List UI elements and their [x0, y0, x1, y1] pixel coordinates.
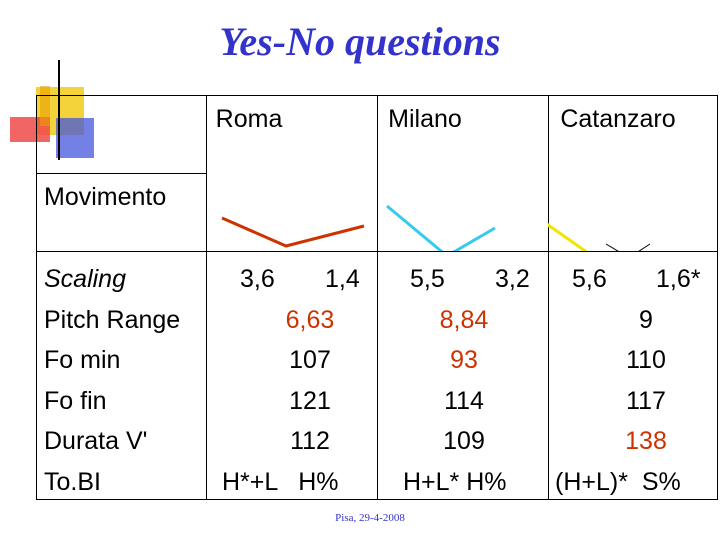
scaling-roma-end: 1,4 [325, 265, 360, 293]
scaling-milano-end: 3,2 [495, 265, 530, 293]
scaling-roma-start: 3,6 [240, 265, 275, 293]
scaling-milano-start: 5,5 [410, 265, 445, 293]
scaling-catanzaro-start: 5,6 [572, 265, 607, 293]
fo-min-roma: 107 [289, 346, 331, 374]
footer-date: Pisa, 29-4-2008 [335, 512, 405, 524]
column-header-catanzaro: Catanzaro [560, 105, 676, 133]
fo-min-milano: 93 [450, 346, 478, 374]
row-label-pitch-range: Pitch Range [44, 306, 181, 334]
fo-min-catanzaro: 110 [626, 346, 666, 374]
scaling-catanzaro-end: 1,6* [656, 265, 701, 293]
pitch-range-roma: 6,63 [285, 306, 335, 334]
tobi-milano: H+L* H% [403, 468, 507, 496]
tobi-catanzaro: (H+L)* S% [555, 468, 681, 496]
row-label-scaling: Scaling [44, 265, 126, 293]
row-label-fo-fin: Fo fin [44, 387, 107, 415]
column-header-milano: Milano [388, 105, 462, 133]
row-label-durata: Durata V' [44, 427, 148, 455]
pitch-range-milano: 8,84 [439, 306, 489, 334]
durata-roma: 112 [290, 427, 330, 455]
roma-contour-icon [221, 216, 365, 248]
column-header-roma: Roma [215, 105, 283, 133]
fo-fin-catanzaro: 117 [626, 387, 666, 415]
row-label-movimento: Movimento [44, 183, 167, 211]
page-title: Yes-No questions [219, 19, 501, 64]
durata-milano: 109 [443, 427, 485, 455]
decorative-squares [0, 0, 100, 170]
tobi-roma: H*+L H% [222, 468, 339, 496]
durata-catanzaro: 138 [625, 427, 667, 455]
row-label-tobi: To.BI [44, 468, 101, 496]
fo-fin-milano: 114 [444, 387, 484, 415]
fo-fin-roma: 121 [289, 387, 331, 415]
row-label-fo-min: Fo min [44, 346, 121, 374]
catanzaro-contour-icon [548, 223, 651, 251]
pitch-range-catanzaro: 9 [639, 306, 653, 334]
milano-contour-icon [386, 204, 496, 251]
